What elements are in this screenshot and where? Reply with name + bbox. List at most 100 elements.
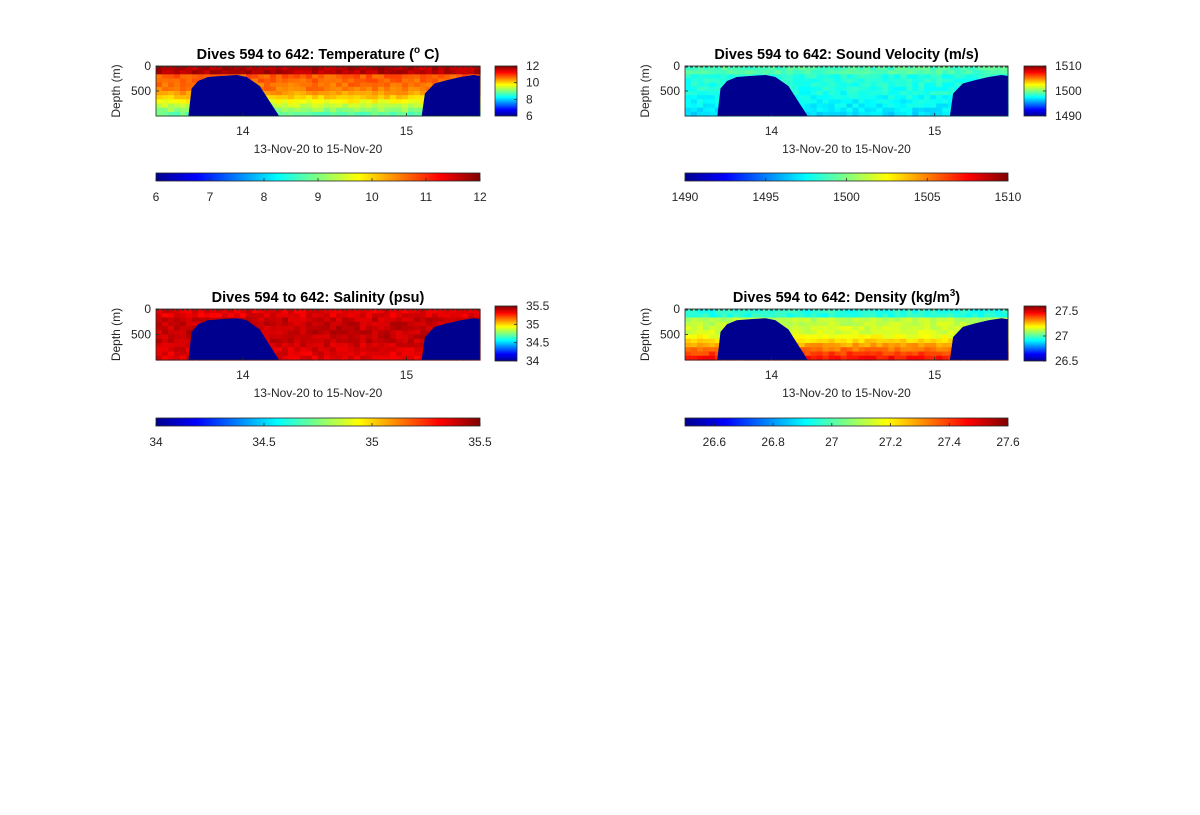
- heatmap-cell: [690, 330, 698, 336]
- heatmap-cell: [360, 321, 367, 327]
- heatmap-cell: [954, 309, 961, 314]
- heatmap-cell: [288, 334, 295, 340]
- x-tick-label: 15: [400, 124, 414, 138]
- heatmap-cell: [840, 338, 848, 344]
- heatmap-cell: [390, 351, 397, 357]
- heatmap-cell: [354, 78, 361, 84]
- heatmap-cell: [330, 78, 337, 84]
- heatmap-cell: [342, 326, 349, 331]
- heatmap-cell: [906, 78, 913, 84]
- heatmap-cell: [336, 86, 343, 92]
- heatmap-cell: [390, 343, 397, 348]
- heatmap-cell: [384, 334, 391, 340]
- heatmap-cell: [894, 343, 901, 348]
- heatmap-cell: [924, 107, 931, 113]
- heatmap-cell: [798, 347, 806, 353]
- heatmap-cell: [360, 66, 367, 71]
- heatmap-cell: [918, 338, 925, 344]
- heatmap-cell: [186, 103, 193, 109]
- heatmap-cell: [288, 355, 295, 361]
- heatmap-cell: [828, 347, 836, 353]
- heatmap-cell: [312, 103, 319, 109]
- heatmap-cell: [930, 326, 937, 331]
- heatmap-cell: [984, 309, 991, 314]
- heatmap-cell: [276, 66, 283, 71]
- heatmap-cell: [822, 91, 830, 96]
- heatmap-cell: [696, 317, 704, 323]
- heatmap-cell: [990, 66, 997, 71]
- heatmap-cell: [336, 99, 343, 105]
- heatmap-cell: [834, 321, 842, 327]
- colorbar-side-tick-label: 26.5: [1055, 354, 1079, 368]
- heatmap-cell: [366, 91, 373, 96]
- heatmap-cell: [378, 111, 385, 117]
- heatmap-cell: [780, 313, 788, 319]
- heatmap-cell: [384, 321, 391, 327]
- heatmap-cell: [264, 317, 271, 323]
- heatmap-cell: [318, 355, 325, 361]
- heatmap-cell: [810, 338, 818, 344]
- heatmap-cell: [426, 326, 433, 331]
- heatmap-cell: [402, 351, 409, 357]
- heatmap-cell: [894, 309, 901, 314]
- heatmap-cell: [798, 74, 806, 80]
- heatmap-cell: [864, 99, 872, 105]
- heatmap-cell: [690, 70, 698, 75]
- chart-title: Dives 594 to 642: Temperature (o C): [197, 45, 440, 63]
- heatmap-cell: [414, 66, 421, 71]
- heatmap-cell: [396, 343, 403, 348]
- heatmap-cell: [852, 321, 860, 327]
- heatmap-cell: [390, 334, 397, 340]
- heatmap-cell: [288, 91, 295, 96]
- heatmap-cell: [708, 107, 716, 113]
- heatmap-cell: [366, 103, 373, 109]
- heatmap-cell: [858, 78, 866, 84]
- heatmap-cell: [888, 78, 895, 84]
- heatmap-cell: [900, 338, 907, 344]
- heatmap-cell: [438, 78, 445, 84]
- heatmap-cell: [192, 317, 199, 323]
- heatmap-cell: [414, 355, 421, 361]
- heatmap-cell: [822, 70, 830, 75]
- heatmap-cell: [822, 74, 830, 80]
- heatmap-cell: [834, 317, 842, 323]
- heatmap-cell: [942, 70, 949, 75]
- heatmap-cell: [162, 70, 169, 75]
- heatmap-cell: [366, 86, 373, 92]
- heatmap-cell: [834, 107, 842, 113]
- heatmap-cell: [282, 111, 289, 117]
- heatmap-cell: [474, 309, 481, 314]
- heatmap-cell: [858, 111, 866, 117]
- heatmap-cell: [942, 78, 949, 84]
- heatmap-cell: [174, 86, 181, 92]
- heatmap-cell: [258, 66, 265, 71]
- heatmap-cell: [888, 313, 895, 319]
- heatmap-cell: [288, 103, 295, 109]
- heatmap-cell: [414, 99, 421, 105]
- heatmap-cell: [360, 74, 367, 80]
- heatmap-cell: [1002, 70, 1009, 75]
- heatmap-cell: [162, 330, 169, 336]
- heatmap-cell: [420, 334, 427, 340]
- heatmap-cell: [858, 74, 866, 80]
- heatmap-cell: [942, 66, 949, 71]
- heatmap-cell: [384, 355, 391, 361]
- heatmap-cell: [318, 317, 325, 323]
- heatmap-cell: [942, 351, 949, 357]
- heatmap-cell: [774, 313, 782, 319]
- heatmap-cell: [852, 111, 860, 117]
- heatmap-cell: [450, 313, 457, 319]
- heatmap-cell: [270, 66, 277, 71]
- heatmap-cell: [834, 334, 842, 340]
- heatmap-cell: [696, 330, 704, 336]
- heatmap-cell: [336, 313, 343, 319]
- heatmap-cell: [240, 309, 247, 314]
- heatmap-cell: [690, 78, 698, 84]
- heatmap-cell: [384, 103, 391, 109]
- heatmap-cell: [384, 313, 391, 319]
- heatmap-cell: [702, 334, 710, 340]
- heatmap-cell: [786, 326, 794, 331]
- chart-panel-2: Dives 594 to 642: Sound Velocity (m/s)De…: [638, 47, 1082, 204]
- heatmap-cell: [894, 355, 901, 361]
